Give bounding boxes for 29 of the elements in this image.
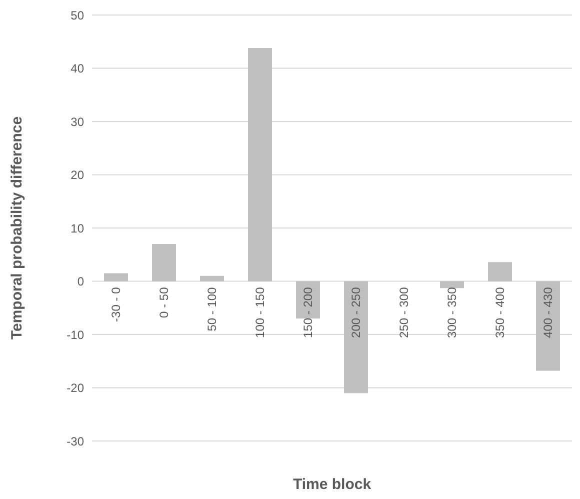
y-tick-label: -20 (66, 381, 84, 396)
x-tick-label: -30 - 0 (109, 286, 123, 322)
y-axis-title: Temporal probability difference (8, 116, 26, 340)
bar (440, 281, 464, 288)
bar (344, 281, 368, 394)
bar (200, 276, 224, 282)
x-tick-label: 100 - 150 (253, 286, 267, 338)
bar (248, 48, 272, 282)
y-tick-label: 30 (70, 114, 84, 129)
bar (488, 262, 512, 282)
x-tick-label: 350 - 400 (493, 286, 507, 338)
x-tick-label: 0 - 50 (157, 286, 171, 318)
y-tick-label: 0 (77, 274, 84, 289)
bar (536, 281, 560, 371)
y-tick-label: 20 (70, 168, 84, 182)
bar (104, 273, 128, 282)
x-tick-label: 250 - 300 (397, 286, 411, 338)
y-tick-label: -30 (66, 434, 84, 448)
x-tick-label: 400 - 430 (541, 286, 555, 338)
y-tick-label: -10 (66, 328, 84, 342)
x-axis-title: Time block (292, 476, 372, 493)
x-tick-label: 150 - 200 (301, 286, 315, 338)
x-tick-label: 200 - 250 (349, 286, 363, 338)
x-tick-label: 50 - 100 (205, 286, 219, 332)
y-tick-label: 50 (70, 8, 84, 22)
x-tick-label: 300 - 350 (445, 286, 459, 338)
bar (152, 244, 176, 282)
y-tick-label: 10 (70, 221, 84, 236)
y-tick-label: 40 (70, 62, 84, 76)
